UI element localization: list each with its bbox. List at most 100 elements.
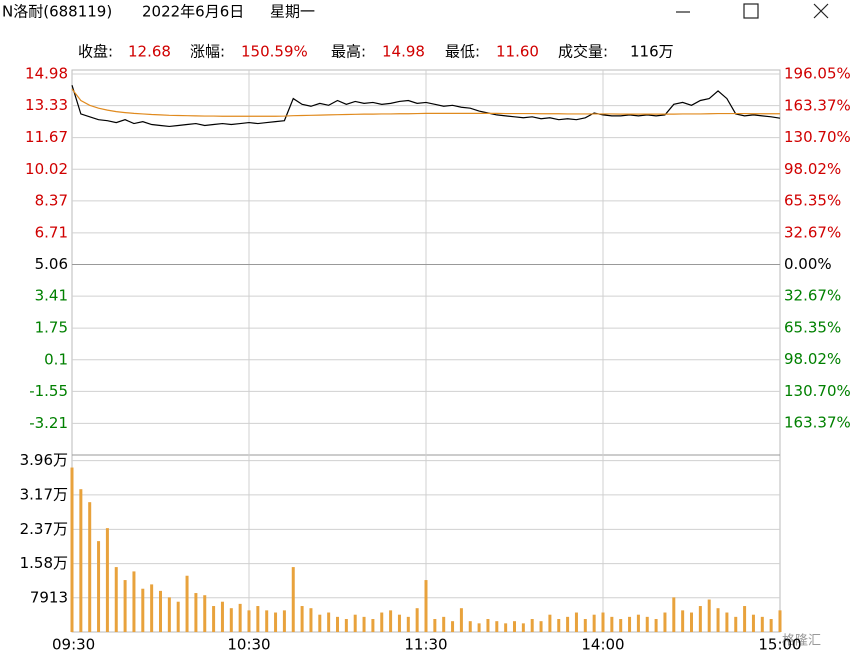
volume-bar xyxy=(442,616,446,632)
volume-bar xyxy=(167,597,171,632)
volume-bar xyxy=(132,571,136,632)
x-tick-label: 14:00 xyxy=(581,636,624,654)
volume-bar xyxy=(548,614,552,632)
volume-bar xyxy=(424,580,428,632)
y-tick-label: 0.1 xyxy=(44,350,68,368)
volume-bar xyxy=(141,588,145,632)
volume-bar xyxy=(88,502,92,632)
stat-value: 14.98 xyxy=(382,43,425,61)
volume-bar xyxy=(327,612,331,632)
date: 2022年6月6日 xyxy=(142,3,244,21)
volume-bar xyxy=(716,608,720,632)
stat-value: 12.68 xyxy=(128,43,171,61)
volume-bar xyxy=(486,619,490,632)
volume-bar xyxy=(79,489,83,632)
volume-bar xyxy=(645,616,649,632)
y2-tick-label: 130.70% xyxy=(784,128,851,146)
volume-bar xyxy=(513,621,516,632)
y2-tick-label: 98.02% xyxy=(784,350,841,368)
y-tick-label: 13.33 xyxy=(25,96,68,114)
volume-bar xyxy=(97,541,101,632)
volume-bar xyxy=(291,567,295,632)
volume-bar xyxy=(274,612,278,632)
x-tick-label: 11:30 xyxy=(404,636,447,654)
volume-bar xyxy=(672,597,676,632)
volume-bar xyxy=(769,619,773,632)
volume-bar xyxy=(707,599,711,632)
x-tick-label: 09:30 xyxy=(52,636,95,654)
volume-bar xyxy=(176,601,180,632)
volume-bar xyxy=(282,610,286,632)
volume-bar xyxy=(583,619,587,632)
y2-tick-label: 163.37% xyxy=(784,96,851,114)
stat-value: 11.60 xyxy=(496,43,539,61)
volume-bar xyxy=(592,614,596,632)
volume-bar xyxy=(212,606,216,632)
y-tick-label: 11.67 xyxy=(25,128,68,146)
volume-bar xyxy=(336,616,339,632)
volume-bar xyxy=(610,616,614,632)
volume-bar xyxy=(309,608,313,632)
y-tick-label: 3.41 xyxy=(35,287,68,305)
stock-name: N洛耐(688119) xyxy=(2,3,112,21)
close-button[interactable] xyxy=(813,3,829,19)
volume-bar xyxy=(415,608,419,632)
y-tick-label: 1.75 xyxy=(35,319,68,337)
volume-bar xyxy=(477,623,481,632)
volume-bar xyxy=(185,575,189,632)
volume-bar xyxy=(557,619,561,632)
volume-bar xyxy=(619,619,623,632)
stat-label: 涨幅: xyxy=(190,43,225,61)
stat-label: 收盘: xyxy=(78,43,113,61)
volume-bar xyxy=(105,528,109,632)
volume-bar xyxy=(300,606,304,632)
volume-bar xyxy=(681,610,685,632)
y2-tick-label: 98.02% xyxy=(784,160,841,178)
volume-bar xyxy=(751,614,755,632)
y-tick-label: 3.17万 xyxy=(20,485,68,503)
volume-bar xyxy=(344,619,348,632)
price-line xyxy=(71,88,780,117)
weekday: 星期一 xyxy=(270,3,315,21)
volume-bar xyxy=(238,603,242,632)
y-tick-label: 6.71 xyxy=(35,223,68,241)
x-tick-label: 15:00 xyxy=(758,636,801,654)
volume-bar xyxy=(397,614,401,632)
stat-value: 116万 xyxy=(630,43,674,61)
stat-label: 最低: xyxy=(445,43,480,61)
stat-label: 成交量: xyxy=(558,43,608,61)
stat-label: 最高: xyxy=(331,43,366,61)
y-tick-label: 8.37 xyxy=(35,191,68,209)
volume-bar xyxy=(760,616,764,632)
volume-bar xyxy=(530,619,534,632)
volume-bar xyxy=(114,567,118,632)
x-tick-label: 10:30 xyxy=(227,636,270,654)
volume-bar xyxy=(433,619,437,632)
volume-bar xyxy=(468,621,472,632)
watermark: 格隆汇 xyxy=(782,633,821,649)
volume-bar xyxy=(353,614,357,632)
y-tick-label: 5.06 xyxy=(35,255,68,273)
volume-bar xyxy=(698,606,702,632)
volume-bar xyxy=(70,467,74,632)
volume-bar xyxy=(220,601,224,632)
volume-bar xyxy=(566,616,570,632)
y-tick-label: 3.96万 xyxy=(20,451,68,469)
volume-bar xyxy=(521,623,525,632)
maximize-button[interactable] xyxy=(743,3,759,19)
volume-bar xyxy=(690,612,693,632)
y-tick-label: 10.02 xyxy=(25,160,68,178)
volume-bar xyxy=(574,612,578,632)
volume-bar xyxy=(495,621,499,632)
y-tick-label: -1.55 xyxy=(29,382,68,400)
volume-bar xyxy=(247,610,251,632)
volume-bar xyxy=(725,612,729,632)
y2-tick-label: 32.67% xyxy=(784,287,841,305)
volume-bar xyxy=(451,621,455,632)
volume-bar xyxy=(389,610,393,632)
volume-bar xyxy=(229,608,233,632)
volume-bar xyxy=(504,623,508,632)
